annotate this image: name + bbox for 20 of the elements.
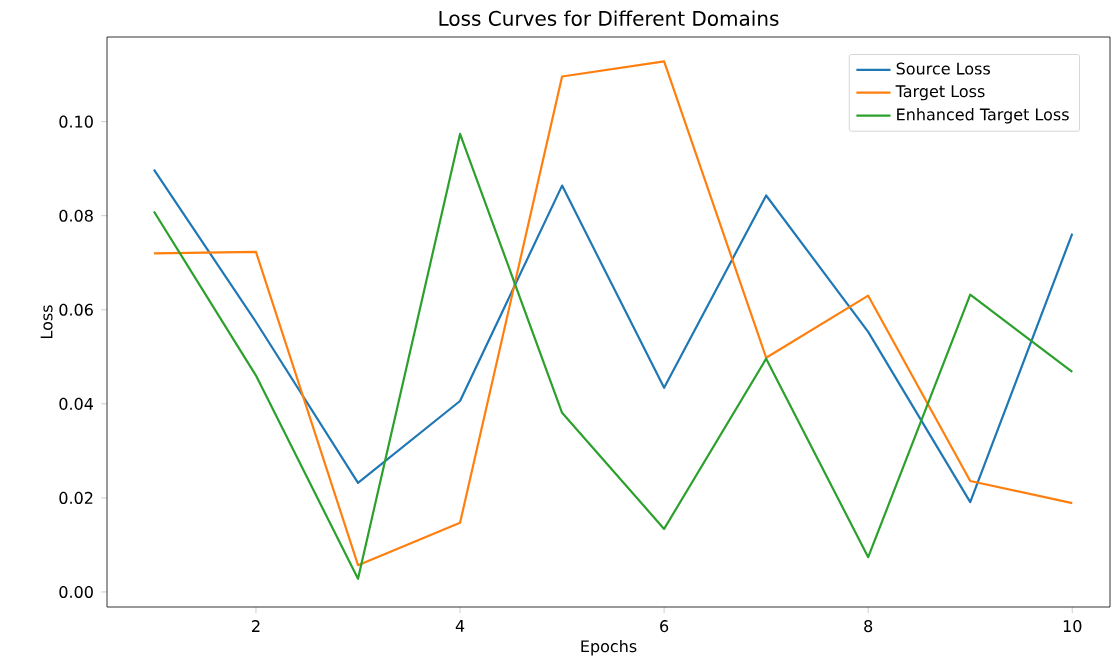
y-tick-label: 0.06 xyxy=(59,303,93,316)
y-tick-label: 0.02 xyxy=(59,491,93,504)
line-series xyxy=(152,168,1074,504)
y-tick-label: 0.00 xyxy=(59,585,93,598)
y-axis-title: Loss xyxy=(40,305,53,338)
x-tick-label: 4 xyxy=(455,620,465,632)
y-tick-label: 0.08 xyxy=(59,209,93,222)
x-tick-label: 2 xyxy=(252,620,260,632)
x-tick-label: 10 xyxy=(1063,620,1082,633)
line-series xyxy=(152,60,1074,567)
legend-label: Source Loss xyxy=(896,62,990,75)
y-tick-label: 0.10 xyxy=(59,115,93,128)
legend-label: Target Loss xyxy=(895,85,985,101)
x-tick-label: 6 xyxy=(660,620,669,633)
line-series xyxy=(152,132,1074,580)
x-axis-title: Epochs xyxy=(581,639,637,656)
chart-title: Loss Curves for Different Domains xyxy=(439,10,779,26)
legend-label: Enhanced Target Loss xyxy=(897,108,1069,124)
y-tick-label: 0.04 xyxy=(59,397,94,410)
x-tick-label: 8 xyxy=(864,620,873,633)
